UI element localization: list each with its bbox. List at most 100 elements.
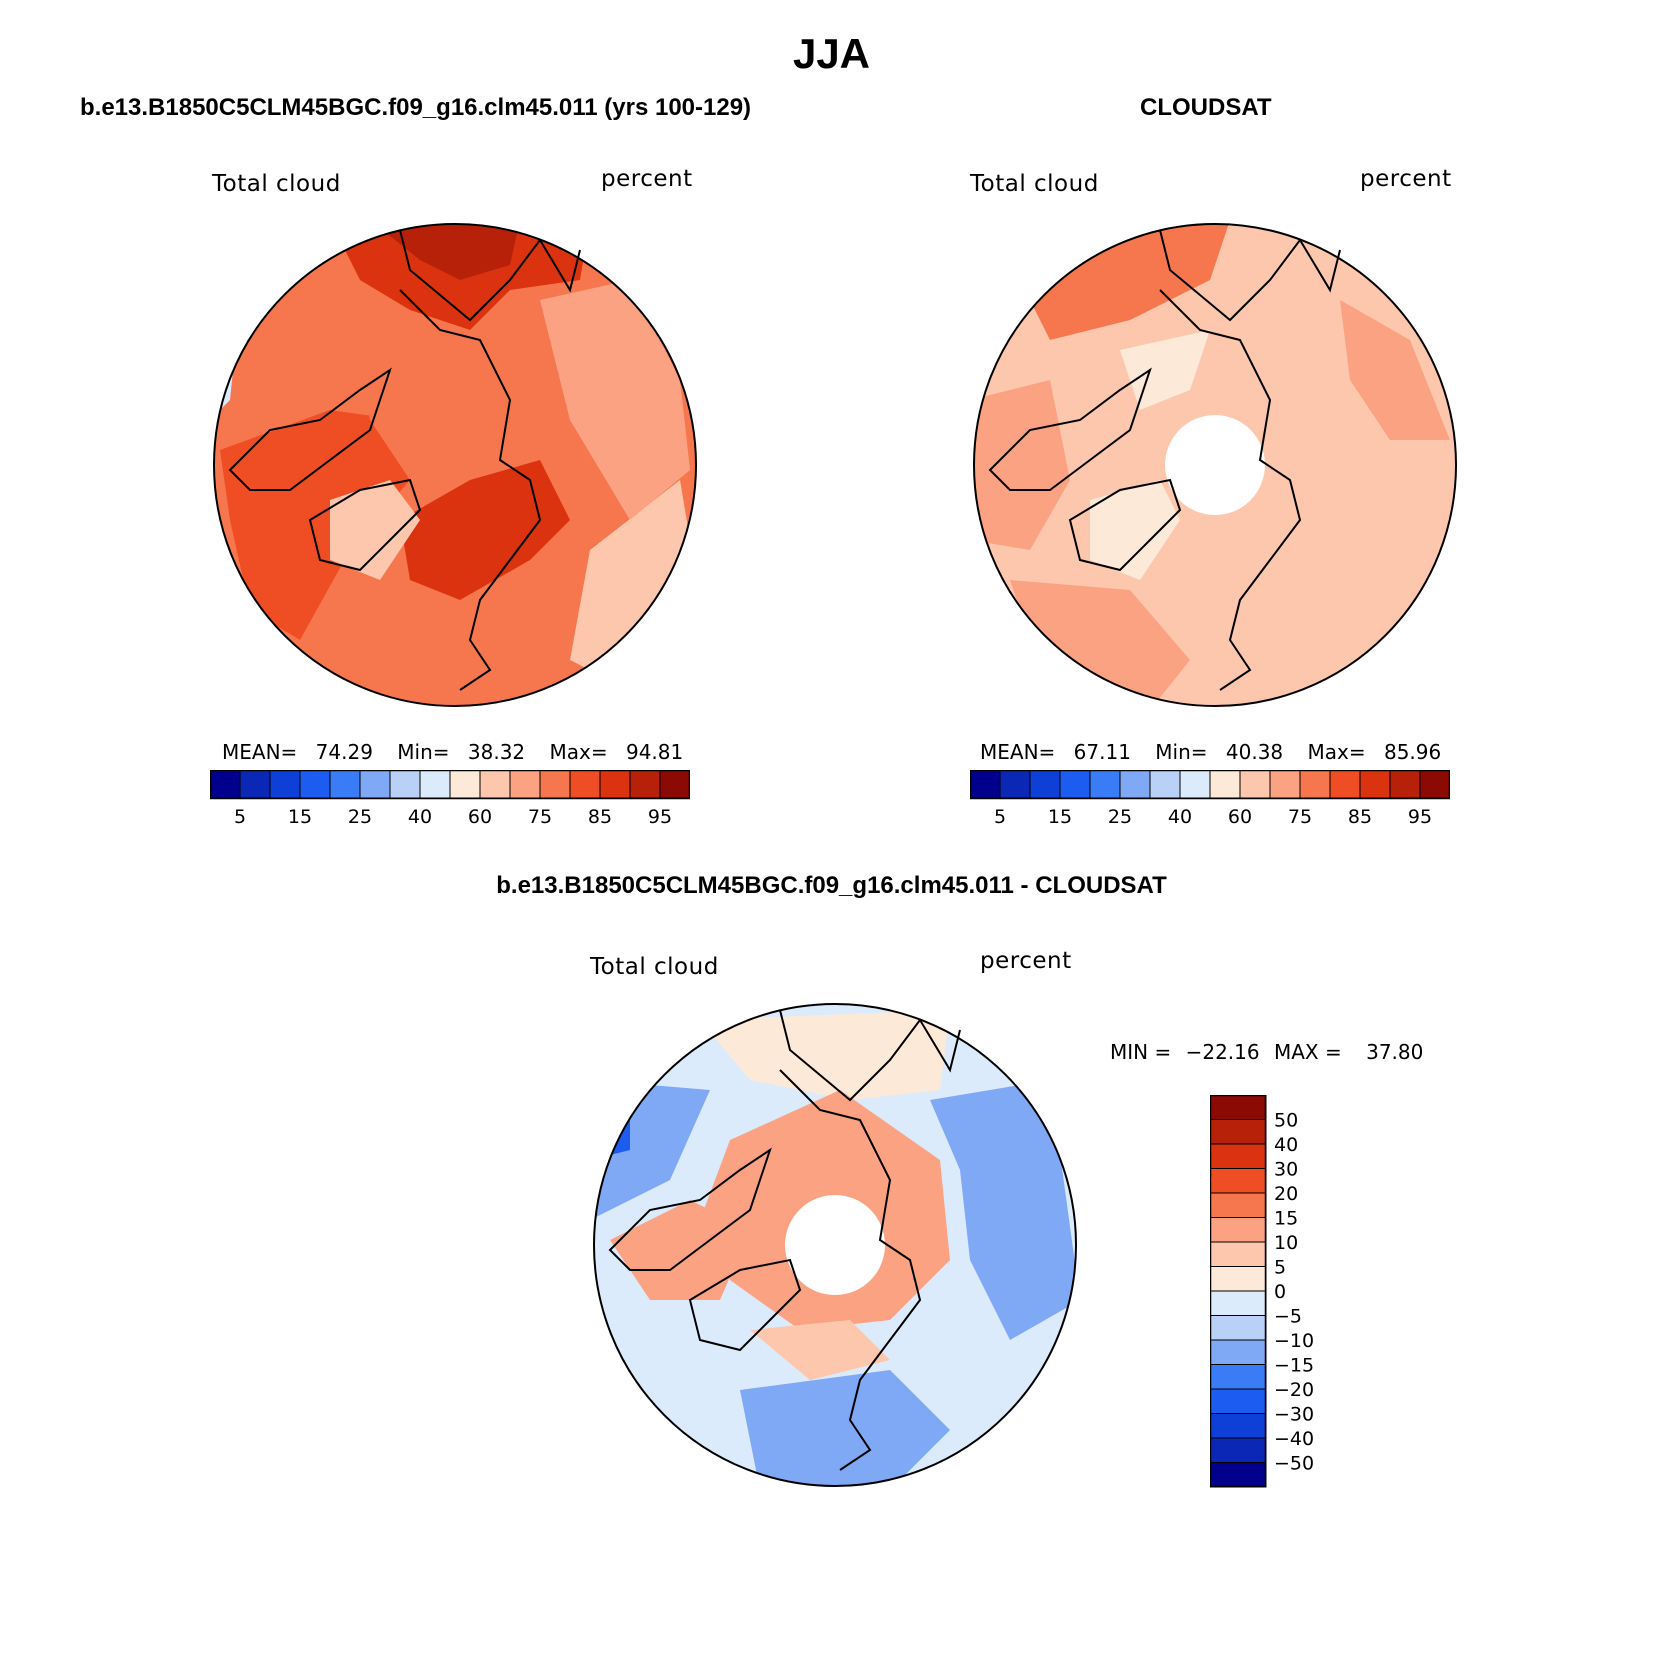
panel1-mean-label: MEAN=: [222, 740, 298, 764]
colorbar-swatch: [659, 770, 690, 799]
panel1-mean-value: 74.29: [315, 740, 373, 764]
panel1-field-region-greenland: [330, 480, 420, 580]
panel2-max-value: 85.96: [1383, 740, 1442, 764]
colorbar-swatch: [210, 770, 241, 799]
colorbar-swatch: [1210, 1217, 1267, 1243]
panel2-stats: MEAN= 67.11 Min= 40.38 Max= 85.96: [980, 740, 1441, 764]
panel2-pole-hole: [1165, 415, 1265, 515]
colorbar-swatch: [1419, 770, 1450, 799]
colorbar-tick-label: 60: [1228, 806, 1252, 828]
panel3-field-region-far-west: [594, 1090, 630, 1160]
panel3-max-label: MAX =: [1273, 1040, 1342, 1064]
panel1-max-value: 94.81: [625, 740, 684, 764]
panel3-field-region-east-negative: [930, 1080, 1076, 1340]
panel3-stats: MIN = −22.16 MAX = 37.80: [1110, 1040, 1423, 1064]
colorbar-tick-label: 5: [994, 806, 1006, 828]
colorbar-swatch: [1210, 1364, 1267, 1390]
panel3-max-value: 37.80: [1366, 1040, 1424, 1064]
colorbar-tick-label: 75: [1288, 806, 1312, 828]
colorbar-tick-label: −50: [1274, 1453, 1314, 1475]
panel1-field-region-atlantic: [400, 460, 570, 600]
panel2-heading: CLOUDSAT: [1140, 94, 1272, 121]
colorbar-swatch: [1209, 770, 1241, 799]
colorbar-swatch: [1210, 1241, 1267, 1267]
colorbar-swatch: [599, 770, 631, 799]
colorbar-tick-label: 30: [1274, 1159, 1298, 1181]
colorbar-tick-label: 15: [1048, 806, 1072, 828]
colorbar-swatch: [479, 770, 511, 799]
panel1-colorbar: 5 15 25 40 60 75 85 95: [210, 770, 690, 828]
colorbar-swatch: [419, 770, 451, 799]
colorbar-tick-label: 15: [288, 806, 312, 828]
panel3-coast-canada: [608, 1147, 772, 1271]
colorbar-tick-label: 75: [528, 806, 552, 828]
panel3-field-region-north: [700, 1010, 950, 1100]
panel1-field-region-pacific-core: [370, 224, 520, 280]
colorbar-swatch: [1210, 1339, 1267, 1365]
colorbar-tick-label: 40: [408, 806, 432, 828]
panel2-coast-eurasia: [1159, 289, 1302, 691]
colorbar-tick-label: 0: [1274, 1281, 1286, 1303]
panel2-field-region-west: [974, 380, 1070, 550]
colorbar-swatch: [239, 770, 271, 799]
colorbar-swatch: [509, 770, 541, 799]
panel2-field-region-east: [1340, 300, 1450, 440]
colorbar-swatch: [1269, 770, 1301, 799]
panel1-variable-label: Total cloud: [212, 171, 341, 197]
panel1-min-value: 38.32: [467, 740, 526, 764]
figure-title: JJA: [792, 30, 871, 77]
colorbar-swatch: [539, 770, 571, 799]
panel2-mean-label: MEAN=: [980, 740, 1056, 764]
colorbar-swatch: [1210, 1168, 1267, 1194]
panel2-min-value: 40.38: [1225, 740, 1284, 764]
colorbar-tick-label: −15: [1274, 1355, 1314, 1377]
panel3-min-label: MIN =: [1110, 1040, 1172, 1064]
panel1-max-label: Max=: [549, 740, 608, 764]
panel1-heading: b.e13.B1850C5CLM45BGC.f09_g16.clm45.011 …: [80, 94, 752, 121]
colorbar-tick-label: 25: [348, 806, 372, 828]
colorbar-swatch: [1210, 1192, 1267, 1218]
colorbar-swatch: [1329, 770, 1361, 799]
colorbar-swatch: [1149, 770, 1181, 799]
panel3-field-region-canada: [610, 1200, 750, 1300]
panel2-map-border: [973, 223, 1457, 707]
colorbar-swatch: [1089, 770, 1121, 799]
colorbar-tick-label: 95: [1408, 806, 1432, 828]
panel1-units-label: percent: [601, 166, 693, 192]
panel1-min-label: Min=: [397, 740, 450, 764]
colorbar-tick-label: −30: [1274, 1404, 1314, 1426]
colorbar-tick-label: 5: [1274, 1257, 1286, 1279]
colorbar-swatch: [1210, 1315, 1267, 1341]
panel3-coast-greenland: [688, 1258, 802, 1352]
panel3-coast-eurasia: [779, 1069, 922, 1471]
colorbar-swatch: [1210, 1413, 1267, 1439]
colorbar-swatch: [1239, 770, 1271, 799]
panel3-field-region-atlantic: [750, 1320, 890, 1380]
colorbar-swatch: [1210, 1143, 1267, 1169]
panel1-map-border: [213, 223, 697, 707]
panel3-units-label: percent: [980, 948, 1072, 974]
panel2-colorbar: 5 15 25 40 60 75 85 95: [970, 770, 1450, 828]
panel1-coast-greenland: [308, 478, 422, 572]
colorbar-swatch: [299, 770, 331, 799]
colorbar-tick-label: 25: [1108, 806, 1132, 828]
colorbar-tick-label: −40: [1274, 1428, 1314, 1450]
colorbar-swatch: [1210, 1290, 1267, 1316]
colorbar-outline: [1210, 1095, 1267, 1488]
colorbar-tick-label: −20: [1274, 1379, 1314, 1401]
panel2-max-label: Max=: [1307, 740, 1366, 764]
colorbar-tick-label: 60: [468, 806, 492, 828]
colorbar-swatch: [1210, 1462, 1267, 1488]
colorbar-swatch: [1210, 1437, 1267, 1463]
colorbar-swatch: [1059, 770, 1091, 799]
colorbar-swatch: [1119, 770, 1151, 799]
colorbar-swatch: [1210, 1119, 1267, 1145]
colorbar-tick-label: 15: [1274, 1208, 1298, 1230]
panel1-coast-canada: [228, 367, 392, 491]
panel2-coast-alaska: [1159, 229, 1341, 322]
panel1-field-region-arctic: [360, 350, 550, 510]
colorbar-swatch: [1210, 1388, 1267, 1414]
panel2-field-region-greenland: [1090, 480, 1180, 580]
colorbar-tick-label: −10: [1274, 1330, 1314, 1352]
